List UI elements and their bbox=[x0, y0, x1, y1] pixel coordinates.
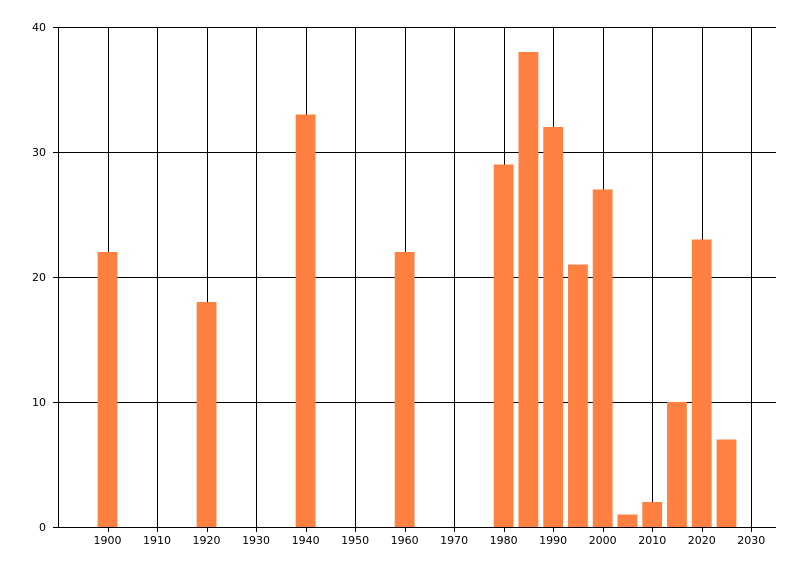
bar-2015 bbox=[667, 402, 687, 527]
bar-2025 bbox=[716, 439, 737, 527]
x-tick-label-1920: 1920 bbox=[193, 534, 221, 547]
x-tick-label-2020: 2020 bbox=[688, 534, 716, 547]
bar-2000 bbox=[592, 189, 613, 527]
y-tick-label-0: 0 bbox=[39, 521, 46, 534]
axes bbox=[58, 27, 776, 528]
y-tick-label-40: 40 bbox=[32, 21, 46, 34]
y-tick-label-30: 30 bbox=[32, 146, 46, 159]
bar-1985 bbox=[518, 52, 539, 527]
x-tick-label-2030: 2030 bbox=[737, 534, 765, 547]
x-tick-label-2010: 2010 bbox=[638, 534, 666, 547]
x-tick-label-1970: 1970 bbox=[440, 534, 468, 547]
x-tick-label-1910: 1910 bbox=[143, 534, 171, 547]
x-tick-label-1930: 1930 bbox=[242, 534, 270, 547]
bars bbox=[97, 52, 737, 527]
bar-1940 bbox=[295, 114, 316, 527]
bar-1900 bbox=[97, 252, 118, 527]
x-tick-label-1950: 1950 bbox=[341, 534, 369, 547]
x-tick-label-2000: 2000 bbox=[589, 534, 617, 547]
x-tick-label-1900: 1900 bbox=[94, 534, 122, 547]
bar-1920 bbox=[196, 302, 217, 527]
tick-labels: 1900 1910 1920 1930 1940 1950 1960 1970 1980 1990… bbox=[32, 21, 765, 547]
y-tick-label-20: 20 bbox=[32, 271, 46, 284]
bar-1995 bbox=[568, 264, 588, 527]
bar-2005 bbox=[617, 514, 638, 527]
bar-2010 bbox=[642, 502, 663, 527]
bar-1960 bbox=[394, 252, 415, 527]
bar-1980 bbox=[493, 164, 514, 527]
bar-2020 bbox=[691, 239, 712, 527]
x-tick-label-1990: 1990 bbox=[539, 534, 567, 547]
x-tick-label-1960: 1960 bbox=[391, 534, 419, 547]
x-tick-label-1940: 1940 bbox=[292, 534, 320, 547]
x-tick-label-1980: 1980 bbox=[490, 534, 518, 547]
y-tick-label-10: 10 bbox=[32, 396, 46, 409]
bar-1990 bbox=[543, 127, 564, 527]
